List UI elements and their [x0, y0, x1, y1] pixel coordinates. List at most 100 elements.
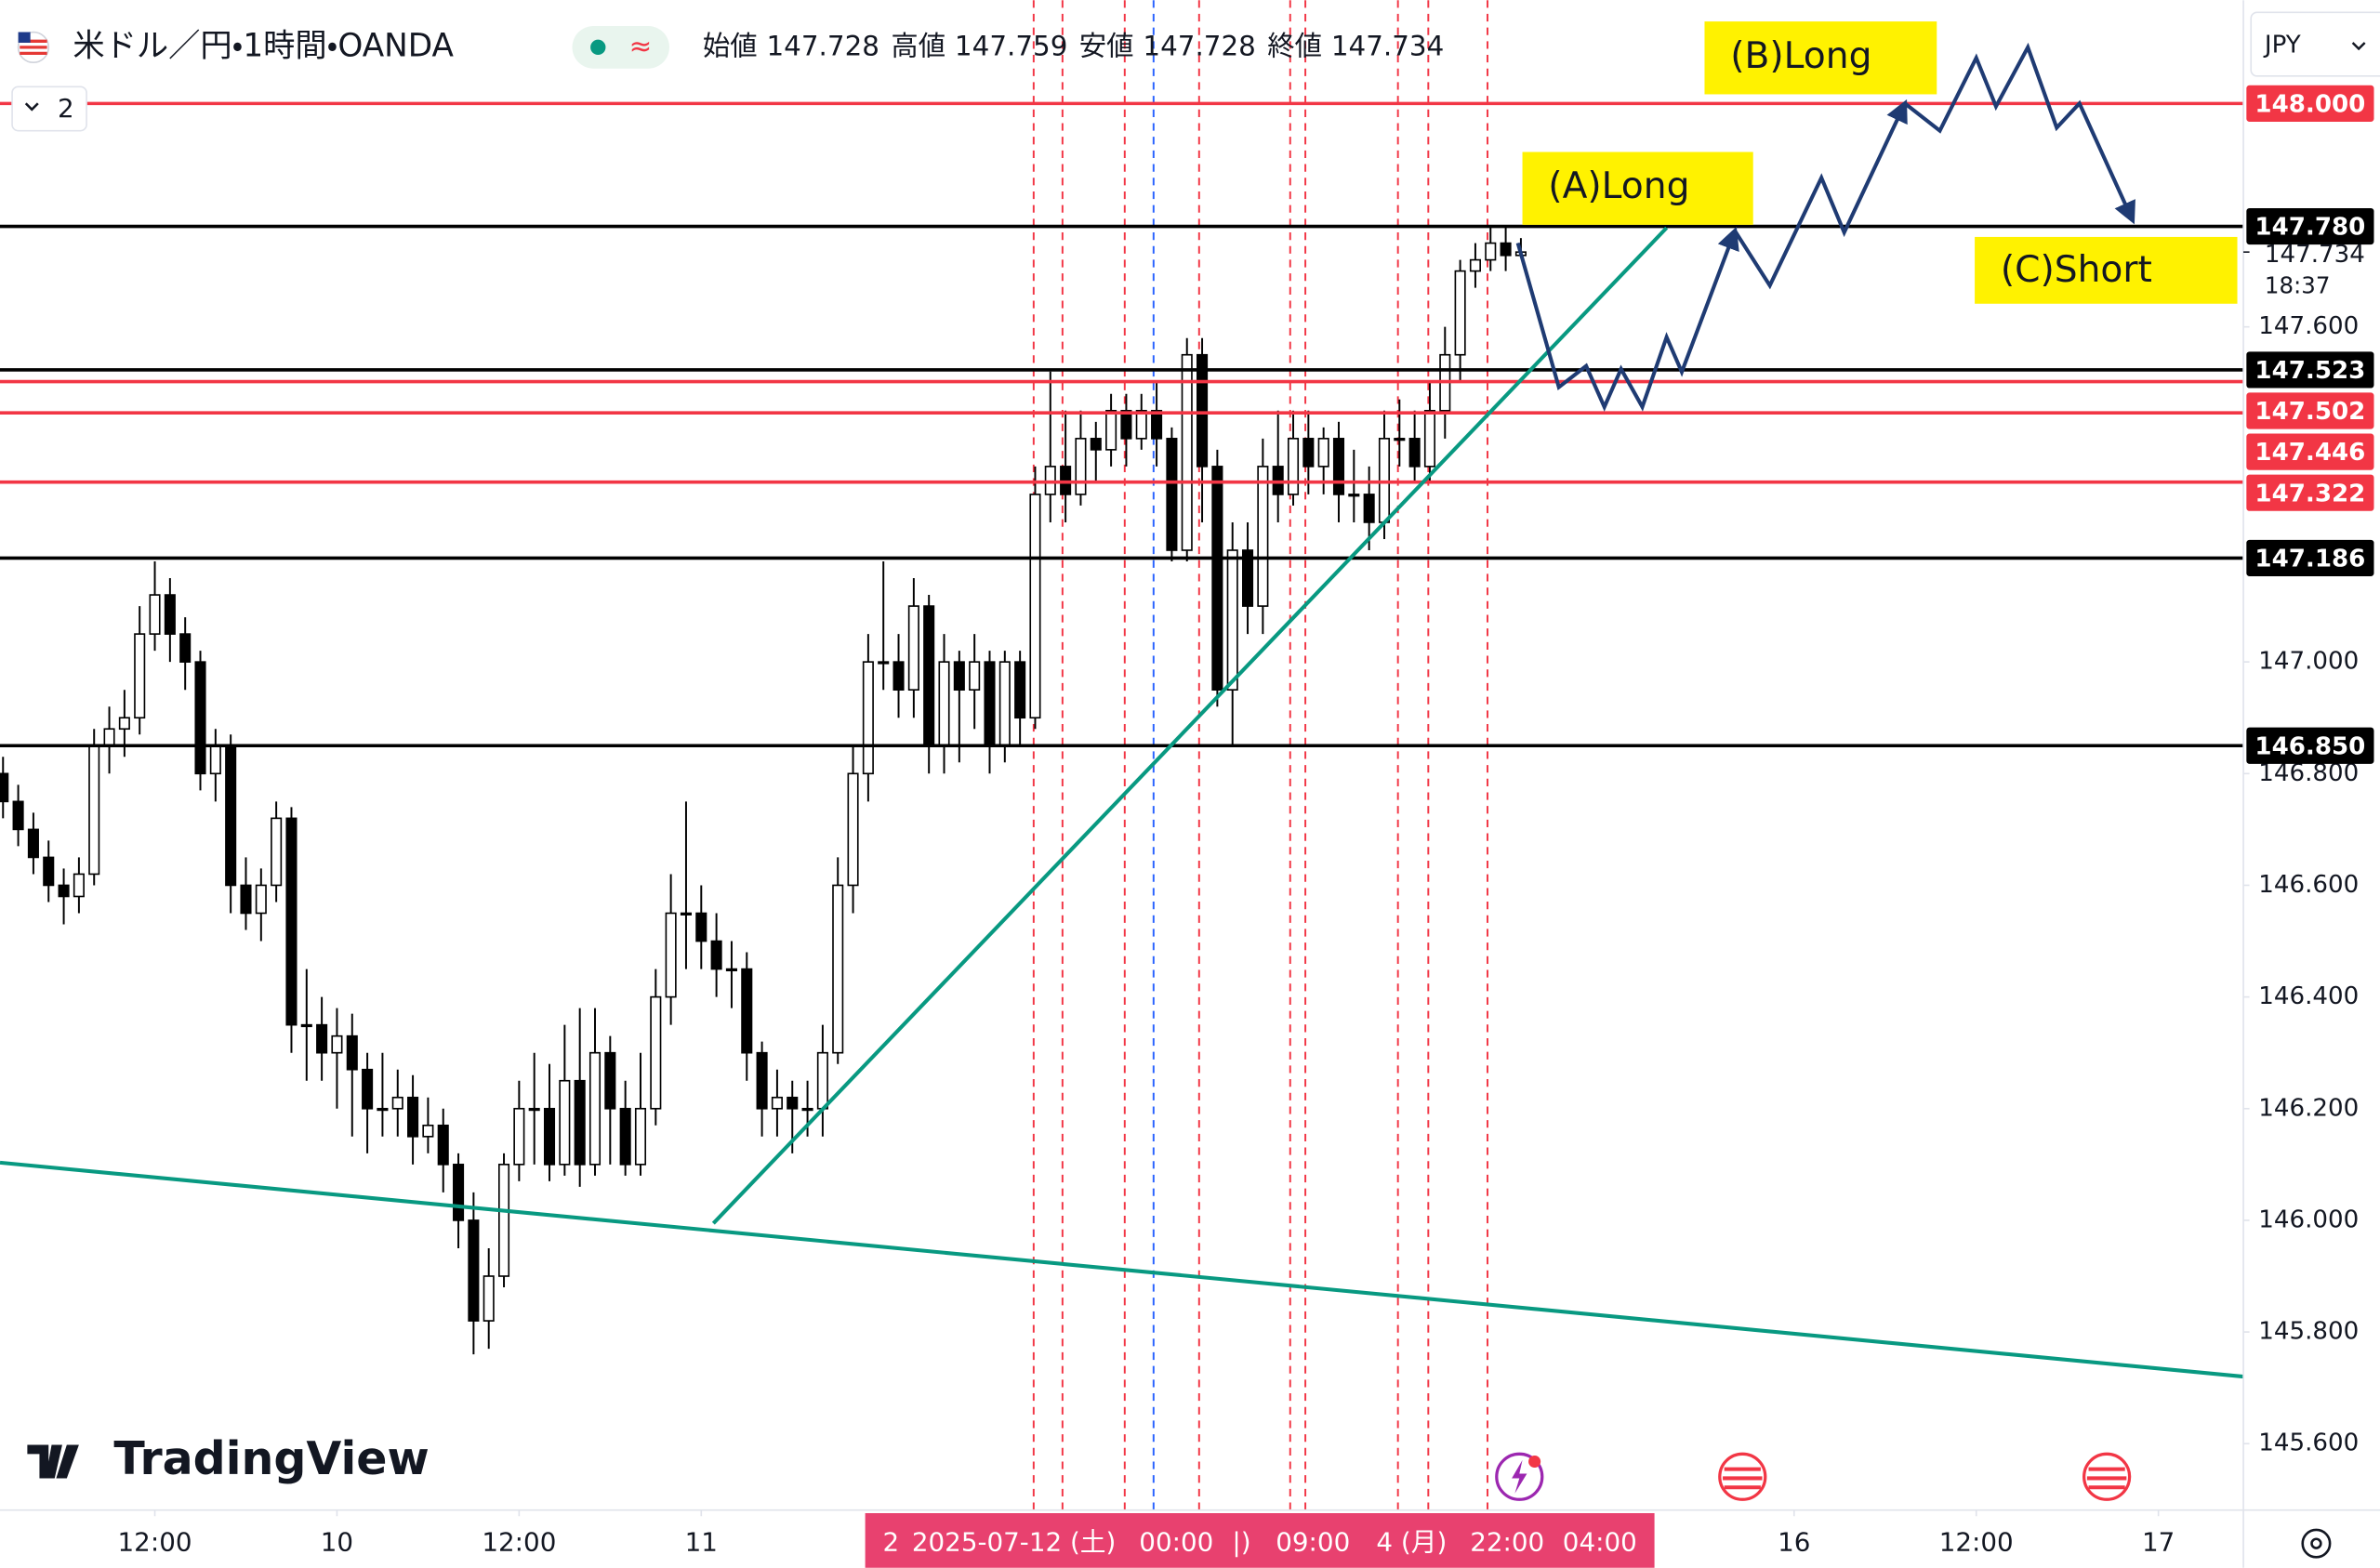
price-level-label: 147.502: [2254, 398, 2365, 426]
candle-body: [650, 995, 662, 1110]
price-level-tag: [2246, 727, 2374, 764]
currency-button[interactable]: [2250, 11, 2380, 77]
ohlc-value: 147.728: [766, 30, 879, 61]
candle-body: [316, 1023, 328, 1054]
price-level-label: 147.523: [2254, 357, 2365, 385]
candle-body: [346, 1034, 358, 1071]
candle-body: [1151, 409, 1163, 440]
candle-body: [179, 633, 192, 663]
trend-line: [0, 1160, 2244, 1379]
candle-body: [923, 605, 935, 747]
logo: [27, 1444, 79, 1479]
projection-path: [1515, 226, 1739, 412]
candle-body: [1226, 549, 1238, 692]
candle-body: [619, 1107, 631, 1166]
candle-body: [1500, 242, 1512, 257]
candle-body: [255, 884, 267, 915]
range-label: 22:00: [1470, 1527, 1544, 1558]
candle-body: [680, 912, 692, 916]
candle-body: [0, 772, 9, 803]
candle-body: [331, 1034, 343, 1054]
y-tick-label: 146.400: [2258, 982, 2359, 1010]
candle-body: [1105, 409, 1117, 451]
annotation: (B)Long: [1730, 35, 1871, 77]
candle-body: [634, 1107, 647, 1166]
candle-body: [27, 828, 39, 859]
price-level-tag: [2246, 474, 2374, 511]
candle-body: [1363, 494, 1375, 523]
price-axis: [2243, 0, 2380, 1568]
candle-body: [43, 856, 55, 887]
settings-icon: [2310, 1537, 2322, 1549]
y-tick-label: 147.000: [2258, 648, 2359, 676]
annotation-box: [1975, 236, 2238, 304]
x-tick-label: 16: [1778, 1527, 1810, 1558]
currency: JPY: [2263, 32, 2301, 59]
candle-body: [513, 1107, 525, 1166]
annotation: (A)Long: [1548, 165, 1689, 207]
y-tick-label: 145.600: [2258, 1430, 2359, 1457]
candle-body: [1014, 661, 1026, 719]
candle-body: [892, 661, 905, 692]
candle-body: [1423, 409, 1435, 468]
watermark: TradingView: [113, 1432, 429, 1485]
price-level-label: 147.186: [2254, 546, 2365, 573]
candle-body: [134, 633, 146, 719]
candle-body: [604, 1051, 616, 1110]
x-tick-label: 11: [685, 1527, 718, 1558]
candle-body: [1287, 438, 1300, 495]
x-tick-label: 12:00: [482, 1527, 556, 1558]
ohlc-label: 安値: [1079, 30, 1134, 61]
status-icon: ≈: [629, 30, 653, 61]
candle-body: [862, 661, 874, 775]
price-level-label: 148.000: [2254, 91, 2365, 119]
event-flag: [2086, 1467, 2127, 1490]
candle-body: [1378, 438, 1391, 523]
candle-body: [407, 1096, 419, 1138]
candle-body: [559, 1079, 571, 1166]
price-level-tag: [2246, 351, 2374, 389]
candle-body: [574, 1079, 586, 1166]
candle-body: [984, 661, 996, 747]
candle-body: [1454, 270, 1466, 356]
candle-body: [1394, 438, 1406, 441]
candle-body: [391, 1096, 403, 1110]
candle-body: [483, 1275, 495, 1322]
candle-body: [1241, 549, 1254, 607]
settings-icon[interactable]: [2301, 1528, 2332, 1559]
candle-body: [209, 744, 221, 775]
y-tick-label: 146.200: [2258, 1094, 2359, 1122]
status-dot: [590, 39, 606, 56]
price-level-label: 147.322: [2254, 480, 2365, 507]
indicator-toggle[interactable]: [11, 86, 87, 132]
price-level-tag: [2246, 85, 2374, 122]
candle-body: [787, 1096, 799, 1110]
trend-line: [711, 226, 1669, 1225]
candle-body: [771, 1096, 783, 1110]
range-label: 2: [883, 1527, 900, 1558]
range-label: 09:00: [1276, 1527, 1350, 1558]
candle-body: [377, 1107, 389, 1112]
annotation-box: [1522, 152, 1753, 225]
range-label: 04:00: [1563, 1527, 1637, 1558]
candle-body: [240, 884, 252, 915]
price-level-tag: [2246, 433, 2374, 470]
projection-path: [1903, 42, 2135, 225]
candle-body: [665, 912, 677, 998]
candle-body: [878, 661, 890, 665]
candle-body: [1120, 409, 1132, 440]
candle-body: [1135, 409, 1147, 440]
candle-body: [1302, 438, 1315, 468]
candle-body: [907, 605, 919, 692]
candle-body: [832, 884, 844, 1054]
candle-body: [1197, 353, 1209, 468]
ohlc-value: 147.759: [955, 30, 1067, 61]
candle-body: [1272, 466, 1284, 495]
ohlc-label: 高値: [891, 30, 945, 61]
candle-body: [1408, 438, 1421, 468]
candle-body: [103, 728, 115, 747]
y-tick-label: 146.000: [2258, 1206, 2359, 1233]
candle-body: [88, 744, 100, 876]
